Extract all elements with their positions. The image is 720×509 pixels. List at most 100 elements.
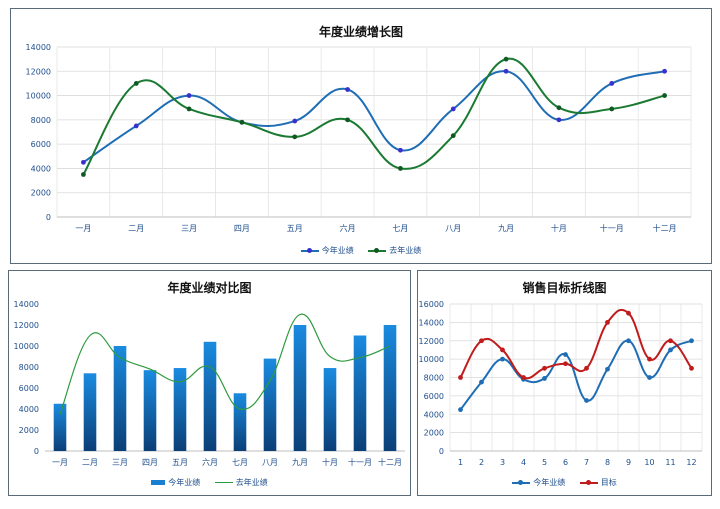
x-tick-label: 2 <box>479 458 484 467</box>
data-point <box>500 356 505 362</box>
legend-label: 去年业绩 <box>235 478 268 487</box>
x-tick-label: 九月 <box>292 458 308 467</box>
x-tick-label: 三月 <box>181 224 197 233</box>
x-tick-label: 1 <box>458 458 463 467</box>
x-tick-label: 4 <box>521 458 526 467</box>
data-point <box>563 352 568 357</box>
data-point <box>556 117 562 123</box>
bar <box>143 370 157 451</box>
data-point <box>563 361 568 367</box>
y-tick-label: 12000 <box>26 67 51 76</box>
y-tick-label: 8000 <box>31 116 51 125</box>
data-point <box>345 87 350 92</box>
legend-line-marker-icon <box>368 247 387 253</box>
comparison-chart-title: 年度业绩对比图 <box>167 281 252 295</box>
x-tick-label: 5 <box>542 458 547 467</box>
x-tick-label: 9 <box>626 458 631 467</box>
growth-chart-panel: 年度业绩增长图 0 2000 4000 6000 8000 10000 12000 14000… <box>10 8 712 264</box>
data-point <box>186 106 192 112</box>
y-tick-label: 4000 <box>19 405 39 414</box>
x-tick-label: 8 <box>605 458 610 467</box>
data-point <box>450 133 456 139</box>
x-tick-label: 十月 <box>551 223 567 233</box>
x-tick-label: 七月 <box>232 458 248 467</box>
legend-label: 今年业绩 <box>533 478 566 487</box>
x-tick-label: 五月 <box>172 458 188 467</box>
x-tick-label: 五月 <box>287 224 303 233</box>
data-point <box>503 68 509 74</box>
data-point <box>542 365 547 371</box>
comparison-chart-legend: 今年业绩 去年业绩 <box>9 477 410 488</box>
x-tick-label: 四月 <box>234 224 250 233</box>
bar <box>173 368 187 451</box>
legend-item-last-year: 去年业绩 <box>368 245 421 256</box>
legend-item-this-year: 今年业绩 <box>300 245 354 256</box>
x-tick-label: 7 <box>584 458 589 467</box>
comparison-chart-plot: 0 2000 4000 6000 8000 10000 12000 14000 一月 二月 三月 四月… <box>14 300 405 467</box>
data-point <box>689 338 694 344</box>
x-tick-label: 10 <box>644 458 654 467</box>
bar <box>383 325 397 451</box>
x-tick-label: 六月 <box>202 457 218 467</box>
target-chart-legend: 今年业绩 目标 <box>418 477 711 488</box>
data-point <box>626 310 631 316</box>
data-point <box>133 81 139 86</box>
data-point <box>584 365 589 371</box>
x-tick-label: 七月 <box>392 224 408 233</box>
y-tick-label: 14000 <box>14 300 39 309</box>
data-point <box>292 134 298 140</box>
target-chart-panel: 销售目标折线图 0 2000 4000 6000 8000 10000 12000 14000… <box>417 270 712 496</box>
legend-line-marker-icon <box>579 479 598 485</box>
data-point <box>479 379 484 385</box>
data-point <box>647 375 652 380</box>
y-tick-label: 12000 <box>419 337 444 346</box>
data-point <box>292 118 298 124</box>
bar <box>113 346 127 451</box>
data-point <box>398 166 403 171</box>
bar <box>233 393 247 451</box>
y-tick-label: 14000 <box>26 43 51 52</box>
data-point <box>605 366 610 372</box>
y-tick-label: 0 <box>34 447 39 456</box>
x-tick-label: 二月 <box>82 458 98 467</box>
y-tick-label: 10000 <box>14 342 39 351</box>
growth-chart-legend: 今年业绩 去年业绩 <box>11 245 711 256</box>
bar <box>53 403 67 451</box>
data-point <box>668 347 673 353</box>
legend-bar-swatch-icon <box>151 480 166 485</box>
data-point <box>542 376 547 381</box>
data-point <box>689 365 694 371</box>
data-point <box>500 347 505 353</box>
legend-item-this-year: 今年业绩 <box>151 477 200 488</box>
y-tick-label: 8000 <box>424 374 444 383</box>
legend-item-target: 目标 <box>579 477 617 488</box>
data-point <box>605 319 610 325</box>
data-point <box>186 93 192 98</box>
data-point <box>398 147 403 153</box>
x-tick-label: 九月 <box>498 224 514 233</box>
bar <box>293 325 307 451</box>
data-point <box>556 105 562 111</box>
y-tick-label: 8000 <box>19 363 39 372</box>
data-point <box>479 338 484 344</box>
y-tick-label: 10000 <box>26 92 51 101</box>
data-point <box>521 375 526 380</box>
bar <box>263 358 277 451</box>
x-tick-label: 十一月 <box>600 223 624 233</box>
y-tick-label: 6000 <box>31 140 51 149</box>
target-chart-title: 销售目标折线图 <box>522 281 607 295</box>
x-tick-label: 二月 <box>128 224 144 233</box>
legend-item-this-year: 今年业绩 <box>512 477 565 488</box>
y-tick-label: 0 <box>46 213 51 222</box>
data-point <box>450 106 456 112</box>
data-point <box>609 81 615 86</box>
legend-label: 目标 <box>600 478 617 487</box>
x-tick-label: 一月 <box>75 224 91 233</box>
y-tick-label: 2000 <box>31 189 51 198</box>
legend-line-marker-icon <box>512 479 531 485</box>
data-point <box>458 407 463 413</box>
x-tick-label: 八月 <box>445 224 461 233</box>
y-tick-label: 16000 <box>419 300 444 309</box>
x-tick-label: 十二月 <box>653 223 677 233</box>
x-tick-label: 11 <box>665 458 675 467</box>
